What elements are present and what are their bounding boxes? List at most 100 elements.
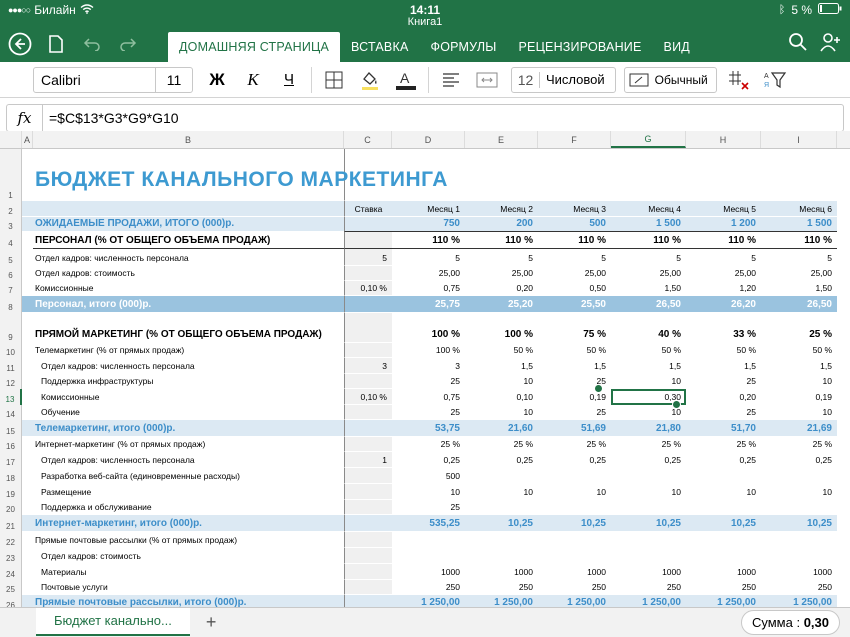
cell[interactable]: Ставка	[344, 201, 392, 217]
cell[interactable]: 0,75	[392, 389, 465, 405]
cell-a[interactable]	[22, 296, 33, 313]
cell[interactable]: 1000	[686, 564, 761, 580]
cell[interactable]: 25,00	[392, 266, 465, 281]
cell[interactable]: 1000	[761, 564, 837, 580]
cell[interactable]: 110 %	[611, 232, 686, 249]
cell[interactable]	[538, 548, 611, 564]
cell-a[interactable]	[22, 532, 33, 548]
cell[interactable]: 25 %	[761, 313, 837, 343]
cell[interactable]: 3	[392, 358, 465, 374]
row-label[interactable]: Отдел кадров: численность персонала	[33, 249, 344, 266]
row-label[interactable]: Интернет-маркетинг (% от прямых продаж)	[33, 437, 344, 452]
cell[interactable]: 250	[761, 580, 837, 595]
cell-a[interactable]	[22, 484, 33, 500]
row-label[interactable]: ПЕРСОНАЛ (% ОТ ОБЩЕГО ОБЪЕМА ПРОДАЖ)	[33, 232, 344, 249]
cell[interactable]: 1000	[538, 564, 611, 580]
italic-button[interactable]: К	[247, 69, 259, 89]
cell[interactable]: 10	[465, 374, 538, 389]
cell[interactable]: 25	[538, 374, 611, 389]
cell[interactable]	[344, 595, 392, 607]
number-format-picker[interactable]: 12 Числовой	[511, 66, 616, 93]
cell-a[interactable]	[22, 266, 33, 281]
cell[interactable]: 110 %	[538, 232, 611, 249]
cell-a[interactable]	[22, 500, 33, 515]
cell[interactable]: 1,5	[686, 358, 761, 374]
cell-a[interactable]	[22, 580, 33, 595]
cell[interactable]: 100 %	[392, 343, 465, 358]
cell[interactable]	[465, 500, 538, 515]
row-label[interactable]: Материалы	[33, 564, 344, 580]
cell[interactable]	[344, 420, 392, 437]
cell[interactable]: 1,50	[611, 281, 686, 296]
cell-a[interactable]	[22, 149, 33, 201]
cell[interactable]: 1	[344, 452, 392, 468]
cell[interactable]	[392, 149, 465, 201]
cell[interactable]: 50 %	[611, 343, 686, 358]
row-header[interactable]: 6	[0, 266, 22, 281]
cell[interactable]: 5	[761, 249, 837, 266]
cell[interactable]: 100 %	[465, 313, 538, 343]
cell[interactable]: 25	[538, 405, 611, 420]
cell[interactable]: 110 %	[686, 232, 761, 249]
cell-a[interactable]	[22, 201, 33, 217]
cell[interactable]: 33 %	[686, 313, 761, 343]
cell-a[interactable]	[22, 595, 33, 607]
tab-home[interactable]: ДОМАШНЯЯ СТРАНИЦА	[168, 32, 341, 62]
cell-a[interactable]	[22, 420, 33, 437]
cell[interactable]	[392, 548, 465, 564]
cell[interactable]	[761, 468, 837, 484]
row-header[interactable]: 20	[0, 500, 22, 515]
cell[interactable]	[344, 374, 392, 389]
column-header-d[interactable]: D	[392, 131, 465, 148]
sum-indicator[interactable]: Сумма : 0,30	[741, 610, 840, 635]
cell[interactable]: 25,50	[538, 296, 611, 313]
cell[interactable]: 25,20	[465, 296, 538, 313]
column-header-i[interactable]: I	[761, 131, 837, 148]
cell[interactable]	[344, 405, 392, 420]
row-label[interactable]: Комиссионные	[33, 389, 344, 405]
cell[interactable]: 25	[392, 405, 465, 420]
spreadsheet-grid[interactable]: A B C D E F G H I 1 БЮДЖЕТ КАНАЛЬНОГО МАР…	[0, 131, 850, 607]
row-label[interactable]: Поддержка и обслуживание	[33, 500, 344, 515]
cell[interactable]: 1000	[465, 564, 538, 580]
cell[interactable]: 53,75	[392, 420, 465, 437]
cell[interactable]	[761, 548, 837, 564]
cell[interactable]: 50 %	[761, 343, 837, 358]
tab-view[interactable]: ВИД	[663, 40, 690, 54]
cell[interactable]: 21,69	[761, 420, 837, 437]
cell[interactable]: 25,00	[686, 266, 761, 281]
cell[interactable]: 1000	[392, 564, 465, 580]
row-header[interactable]: 19	[0, 484, 22, 500]
cell[interactable]: 1 250,00	[611, 595, 686, 607]
cell[interactable]: 1,5	[538, 358, 611, 374]
row-header[interactable]: 2	[0, 201, 22, 217]
cell[interactable]	[611, 532, 686, 548]
cell[interactable]: 25 %	[538, 437, 611, 452]
cell[interactable]: 1000	[611, 564, 686, 580]
cell[interactable]: 1,50	[761, 281, 837, 296]
cell[interactable]: 110 %	[392, 232, 465, 249]
cell[interactable]: 0,25	[686, 452, 761, 468]
cell[interactable]: 0,19	[761, 389, 837, 405]
cell[interactable]: 1 500	[611, 217, 686, 232]
cell[interactable]: 25 %	[465, 437, 538, 452]
cell[interactable]: 25	[392, 374, 465, 389]
cell[interactable]: 10,25	[538, 515, 611, 532]
cell[interactable]	[344, 232, 392, 249]
column-header-e[interactable]: E	[465, 131, 538, 148]
align-icon[interactable]	[433, 65, 469, 95]
cell-a[interactable]	[22, 389, 33, 405]
cell[interactable]: 535,25	[392, 515, 465, 532]
cell[interactable]: 25	[686, 405, 761, 420]
row-header[interactable]: 11	[0, 358, 22, 374]
cell[interactable]: 5	[344, 249, 392, 266]
row-label[interactable]: Отдел кадров: стоимость	[33, 266, 344, 281]
cell[interactable]: 500	[538, 217, 611, 232]
redo-button[interactable]	[110, 26, 146, 62]
corner-cell[interactable]	[0, 131, 22, 148]
cell[interactable]	[344, 484, 392, 500]
cell[interactable]: 51,70	[686, 420, 761, 437]
cell[interactable]	[465, 548, 538, 564]
cell[interactable]: 1 250,00	[465, 595, 538, 607]
row-header[interactable]: 25	[0, 580, 22, 595]
